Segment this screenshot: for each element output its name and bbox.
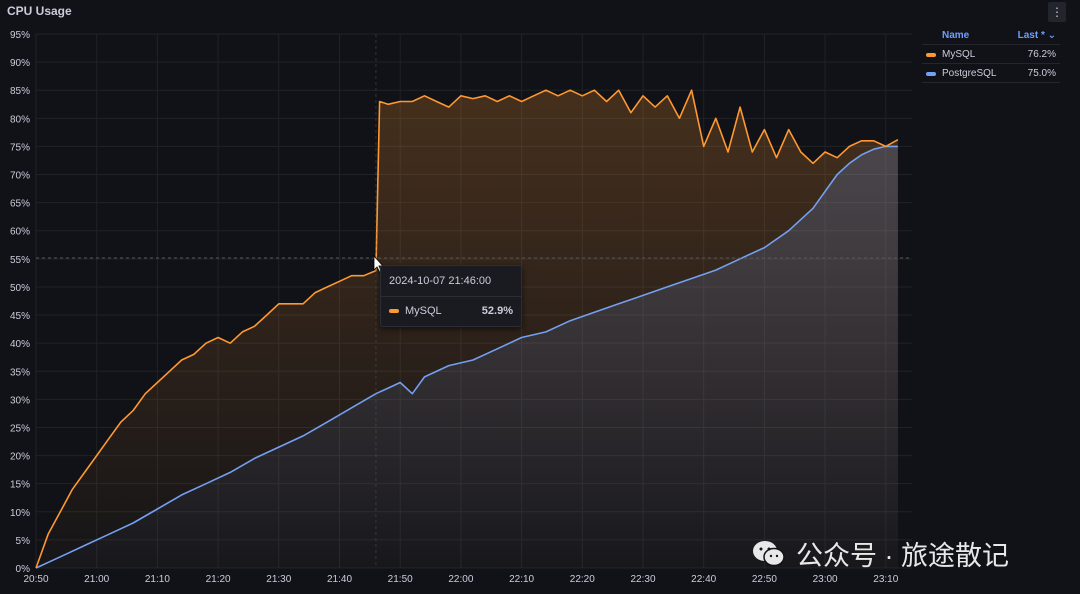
legend-item-last: 76.2%	[1027, 49, 1056, 60]
legend-item-mysql[interactable]: MySQL 76.2%	[922, 45, 1060, 64]
y-tick-label: 40%	[10, 339, 30, 350]
x-tick-label: 21:20	[206, 574, 231, 585]
x-tick-label: 20:50	[23, 574, 48, 585]
y-tick-label: 80%	[10, 114, 30, 125]
y-tick-label: 70%	[10, 171, 30, 182]
x-tick-label: 21:00	[84, 574, 109, 585]
watermark: 公众号 · 旅途散记	[752, 534, 1009, 573]
x-tick-label: 21:10	[145, 574, 170, 585]
series-area-postgresql	[36, 146, 898, 568]
x-tick-label: 23:00	[813, 574, 838, 585]
legend-item-name: MySQL	[942, 49, 976, 60]
mysql-color-swatch	[926, 52, 936, 57]
hover-tooltip: 2024-10-07 21:46:00 MySQL 52.9%	[380, 265, 522, 327]
series-line-mysql	[35, 89, 899, 569]
x-tick-label: 22:00	[448, 574, 473, 585]
y-tick-label: 5%	[16, 536, 31, 547]
y-tick-label: 65%	[10, 199, 30, 210]
x-tick-label: 22:40	[691, 574, 716, 585]
y-tick-label: 25%	[10, 423, 30, 434]
series-line-postgresql	[35, 145, 898, 569]
panel-menu-icon[interactable]: ⋮	[1048, 2, 1066, 22]
x-tick-label: 22:20	[570, 574, 595, 585]
tooltip-value: 52.9%	[481, 305, 513, 317]
legend-header-name[interactable]: Name	[942, 30, 970, 41]
x-tick-label: 21:50	[388, 574, 413, 585]
y-tick-label: 10%	[10, 508, 30, 519]
y-tick-label: 90%	[10, 58, 30, 69]
panel-title: CPU Usage	[7, 4, 72, 18]
x-tick-label: 22:30	[630, 574, 655, 585]
y-tick-label: 50%	[10, 283, 30, 294]
legend-item-last: 75.0%	[1027, 68, 1056, 79]
postgresql-color-swatch	[926, 71, 936, 76]
x-tick-label: 22:10	[509, 574, 534, 585]
watermark-text: 公众号 · 旅途散记	[796, 541, 1009, 571]
wechat-icon	[753, 540, 785, 566]
y-tick-label: 20%	[10, 452, 30, 463]
tooltip-color-swatch	[389, 309, 399, 313]
y-tick-label: 45%	[10, 311, 30, 322]
x-tick-label: 23:10	[873, 574, 898, 585]
y-tick-label: 0%	[16, 564, 31, 575]
y-tick-label: 95%	[10, 30, 30, 41]
y-tick-label: 35%	[10, 367, 30, 378]
y-tick-label: 55%	[10, 255, 30, 266]
legend-item-name: PostgreSQL	[942, 68, 997, 79]
tooltip-series: MySQL	[405, 305, 442, 317]
legend-item-postgresql[interactable]: PostgreSQL 75.0%	[922, 64, 1060, 83]
y-tick-label: 15%	[10, 480, 30, 491]
tooltip-time: 2024-10-07 21:46:00	[389, 275, 492, 287]
x-tick-label: 21:40	[327, 574, 352, 585]
x-tick-label: 22:50	[752, 574, 777, 585]
y-tick-label: 85%	[10, 86, 30, 97]
y-tick-label: 60%	[10, 227, 30, 238]
legend: Name Last * ⌄ MySQL 76.2% PostgreSQL 75.…	[922, 30, 1060, 83]
y-tick-label: 30%	[10, 395, 30, 406]
legend-header-last[interactable]: Last * ⌄	[1017, 30, 1056, 41]
x-tick-label: 21:30	[266, 574, 291, 585]
y-tick-label: 75%	[10, 142, 30, 153]
